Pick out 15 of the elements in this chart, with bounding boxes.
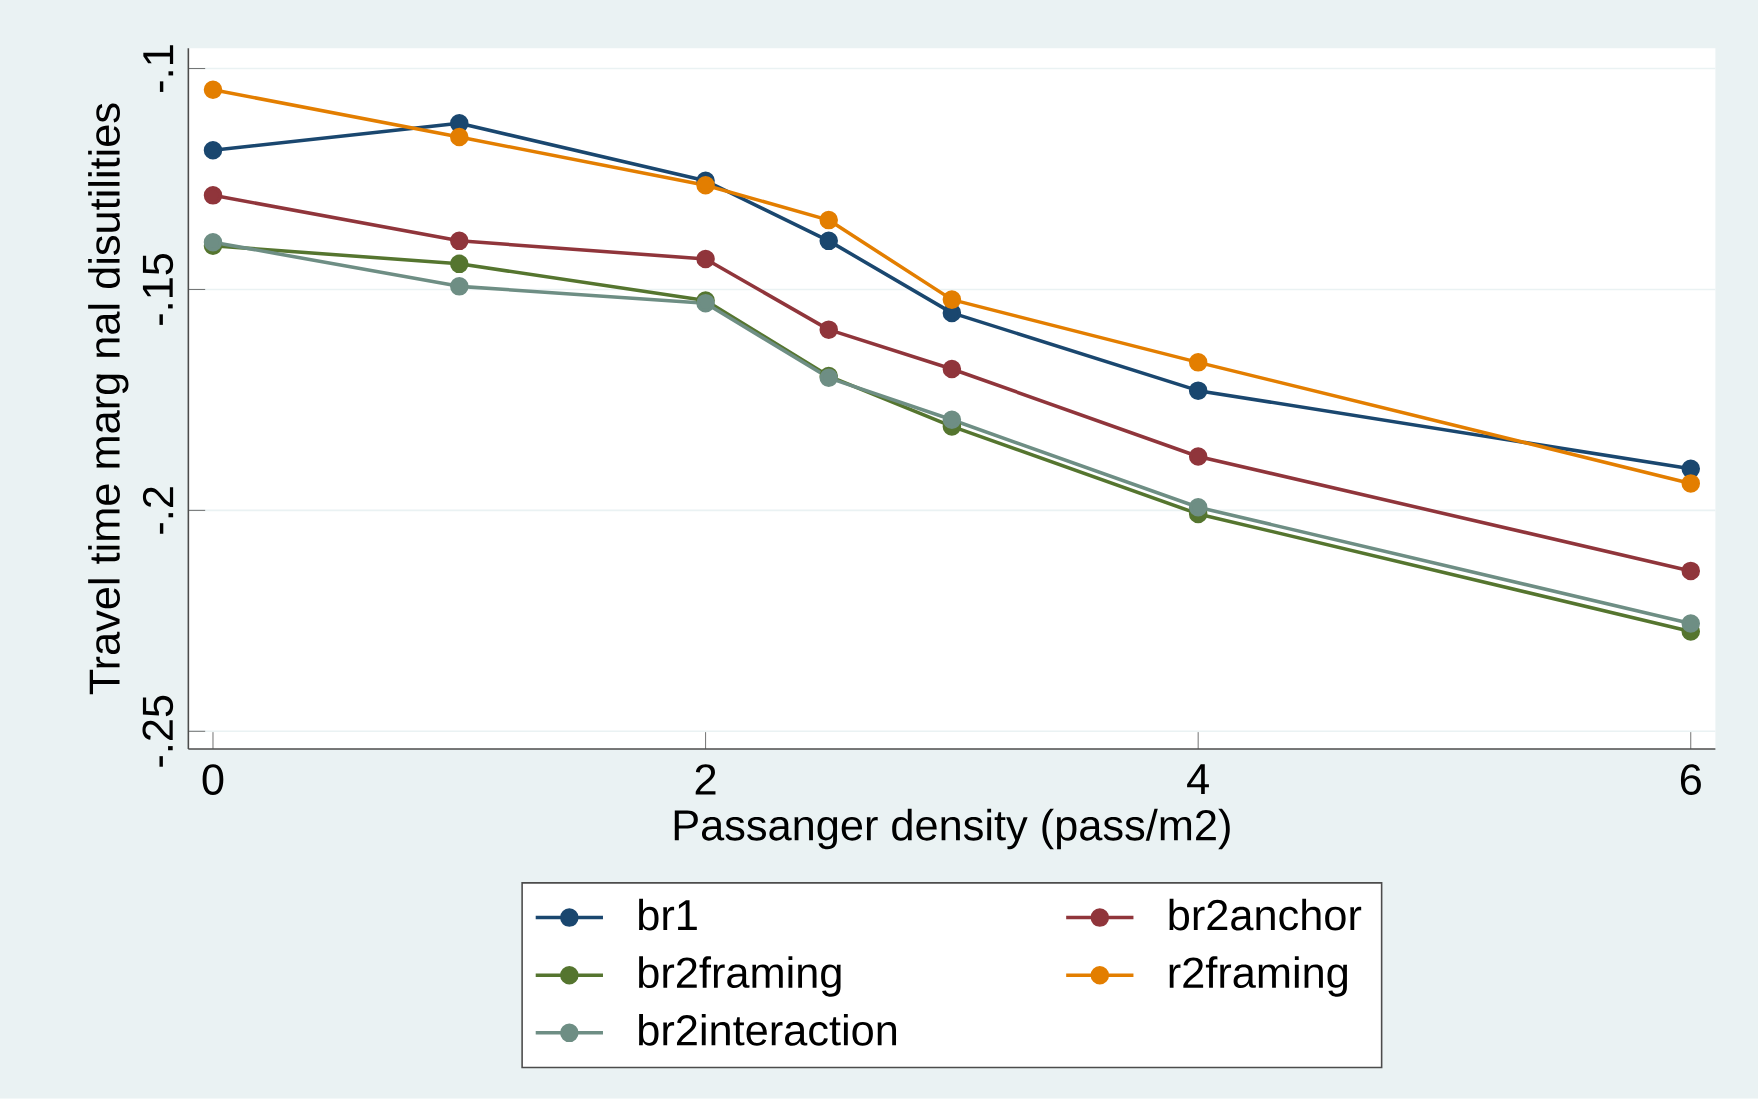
legend-label: br2anchor	[1169, 898, 1362, 931]
y-tick-label: -.15	[142, 254, 174, 325]
y-tick-label: -.25	[142, 695, 174, 767]
x-tick-label: 6	[1680, 764, 1701, 795]
legend-label: br2framing	[639, 956, 841, 997]
x-tick-label: 4	[1187, 764, 1209, 795]
y-axis-title: Travel time marg nal disutilities	[88, 103, 129, 695]
x-tick-label: 2	[695, 764, 716, 795]
x-axis-title: Passanger density (pass/m2)	[674, 808, 1230, 850]
legend-label: br2interaction	[639, 1014, 897, 1046]
x-tick-label: 0	[202, 764, 224, 795]
legend-label: br1	[639, 898, 697, 931]
legend-label: r2framing	[1169, 956, 1348, 997]
y-tick-label: -.2	[142, 487, 174, 534]
y-tick-label: -.1	[143, 45, 174, 93]
